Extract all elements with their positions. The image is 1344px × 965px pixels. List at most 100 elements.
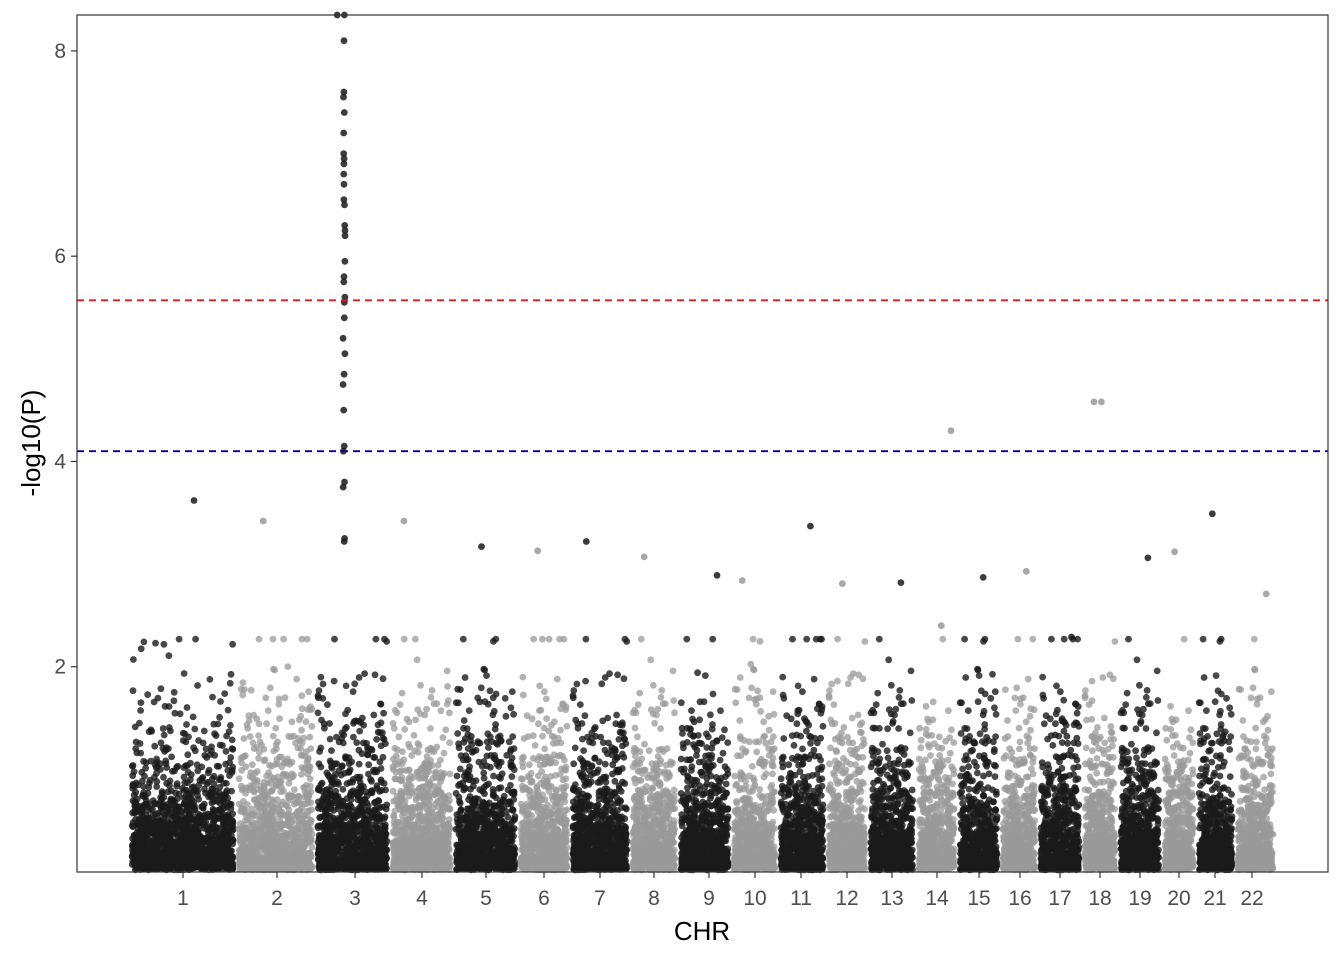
snp-point — [216, 783, 224, 791]
snp-point — [239, 679, 247, 687]
snp-point — [446, 739, 453, 746]
snp-point — [290, 772, 297, 779]
snp-point — [365, 761, 373, 769]
snp-point — [259, 834, 267, 842]
snp-point — [172, 819, 179, 827]
snp-point — [318, 779, 326, 787]
snp-point — [409, 831, 417, 838]
snp-point — [315, 687, 323, 694]
snp-point — [165, 724, 173, 731]
snp-point — [382, 805, 390, 813]
snp-point — [159, 725, 167, 732]
snp-point — [359, 714, 366, 722]
snp-point — [319, 680, 327, 688]
snp-point — [151, 773, 158, 781]
snp-point — [440, 749, 448, 757]
snp-point — [437, 707, 445, 715]
snp-point — [180, 794, 188, 802]
snp-point — [437, 778, 444, 785]
snp-point — [350, 733, 357, 741]
snp-point — [159, 821, 166, 829]
snp-point — [195, 737, 203, 744]
snp-point — [361, 670, 368, 677]
snp-point — [154, 849, 161, 856]
snp-point — [282, 832, 289, 839]
snp-point — [206, 751, 214, 758]
snp-point — [209, 851, 216, 859]
snp-point — [446, 806, 453, 813]
snp-point — [285, 806, 293, 814]
snp-point — [258, 742, 265, 749]
snp-point — [328, 747, 335, 754]
snp-point — [349, 688, 357, 696]
snp-point — [160, 793, 168, 801]
snp-point — [357, 830, 365, 838]
snp-point — [173, 806, 181, 814]
snp-point — [245, 712, 253, 720]
snp-point — [130, 791, 138, 799]
snp-point — [274, 738, 281, 746]
snp-point — [294, 826, 301, 834]
snp-point — [408, 806, 415, 814]
snp-point — [300, 784, 307, 791]
snp-point — [189, 861, 197, 869]
snp-point — [368, 777, 375, 785]
snp-point — [183, 704, 191, 711]
snp-point — [340, 812, 348, 820]
snp-point — [395, 733, 403, 741]
snp-point — [338, 860, 346, 868]
snp-point — [442, 726, 450, 734]
snp-point — [223, 780, 230, 787]
snp-point — [356, 807, 364, 815]
snp-point — [361, 836, 369, 844]
snp-point — [437, 852, 444, 860]
snp-point — [133, 807, 141, 815]
snp-point — [408, 752, 416, 759]
snp-point — [262, 792, 270, 799]
snp-point — [250, 787, 257, 795]
snp-point — [158, 788, 166, 796]
snp-point — [272, 830, 280, 838]
snp-point — [259, 800, 267, 808]
snp-point — [417, 710, 424, 718]
snp-point — [150, 841, 158, 849]
snp-point — [156, 838, 164, 845]
snp-point — [253, 856, 261, 864]
snp-point — [413, 656, 421, 664]
snp-point — [274, 861, 282, 869]
snp-point — [326, 735, 334, 743]
snp-point — [265, 834, 273, 842]
snp-point — [260, 784, 268, 792]
snp-point — [321, 861, 329, 869]
snp-point — [376, 834, 383, 841]
snp-point — [180, 773, 188, 781]
snp-point — [194, 792, 202, 799]
snp-point — [142, 764, 150, 772]
snp-point — [228, 736, 236, 744]
snp-point — [175, 635, 183, 643]
snp-point — [178, 860, 186, 867]
snp-point — [314, 786, 322, 793]
snp-point — [200, 727, 208, 735]
snp-point — [463, 725, 471, 732]
snp-point — [345, 760, 353, 767]
snp-point — [307, 745, 315, 752]
snp-point — [184, 768, 192, 776]
snp-point — [276, 808, 284, 815]
snp-point — [314, 709, 322, 717]
snp-point — [298, 771, 305, 778]
snp-point — [161, 811, 169, 819]
snp-point — [438, 843, 446, 851]
snp-point — [140, 847, 148, 855]
snp-point — [406, 852, 414, 859]
snp-point — [282, 839, 290, 847]
snp-point — [339, 786, 347, 793]
snp-point — [401, 726, 409, 733]
snp-point — [189, 843, 197, 851]
snp-point — [501, 694, 509, 702]
snp-point — [196, 777, 204, 784]
snp-point — [149, 797, 157, 804]
snp-point — [280, 635, 287, 643]
snp-point — [153, 755, 161, 763]
